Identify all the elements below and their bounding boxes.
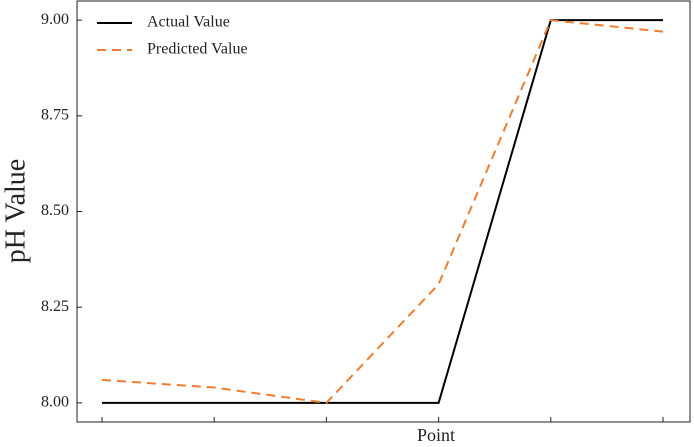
y-axis-label: pH Value [0, 159, 31, 263]
line-series [102, 19, 663, 404]
plot-frame [76, 0, 691, 423]
y-tick-label: 8.75 [41, 106, 69, 123]
y-tick-label: 8.50 [41, 202, 69, 219]
y-tick-label: 9.00 [41, 11, 69, 28]
legend-label: Actual Value [147, 14, 230, 31]
x-axis-label: Point [417, 425, 455, 445]
line-series [101, 19, 664, 404]
legend-label: Predicted Value [147, 41, 248, 58]
y-tick-label: 8.25 [41, 298, 69, 315]
y-tick-label: 8.00 [41, 394, 69, 411]
